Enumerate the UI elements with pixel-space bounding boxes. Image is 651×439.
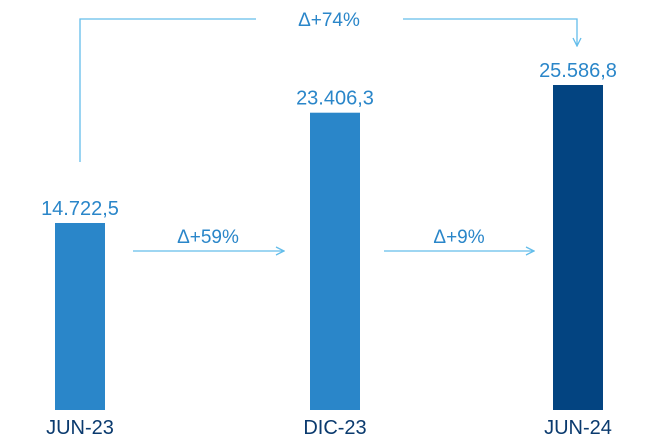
bar-jun-24 xyxy=(553,85,603,410)
growth-annotations: Δ+59% Δ+9% Δ+74% xyxy=(79,10,577,251)
value-labels-group: 14.722,5 23.406,3 25.586,8 xyxy=(41,60,617,220)
growth-label-jun23-dic23: Δ+59% xyxy=(177,227,239,248)
growth-bracket-left xyxy=(79,18,256,162)
bar-dic-23 xyxy=(310,112,360,410)
growth-label-jun23-jun24: Δ+74% xyxy=(298,10,360,31)
category-label-jun-23: JUN-23 xyxy=(46,417,114,439)
growth-label-dic23-jun24: Δ+9% xyxy=(433,227,484,248)
value-label-dic-23: 23.406,3 xyxy=(296,88,374,110)
growth-bracket-right xyxy=(403,18,577,46)
value-label-jun-23: 14.722,5 xyxy=(41,198,119,220)
value-label-jun-24: 25.586,8 xyxy=(539,60,617,82)
category-label-jun-24: JUN-24 xyxy=(544,417,612,439)
category-label-dic-23: DIC-23 xyxy=(303,417,366,439)
bars-group xyxy=(55,85,603,410)
bar-jun-23 xyxy=(55,222,105,410)
category-labels-group: JUN-23 DIC-23 JUN-24 xyxy=(46,417,612,439)
